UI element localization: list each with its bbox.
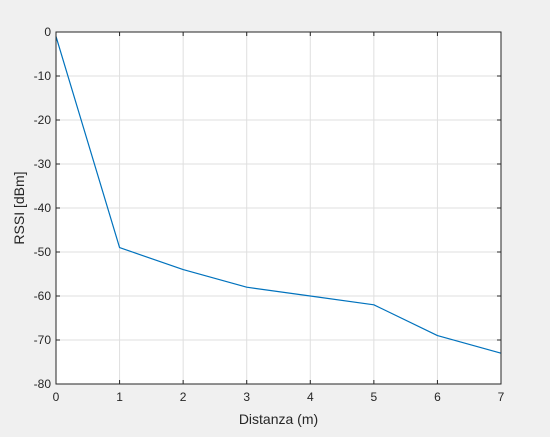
x-axis-label: Distanza (m) (239, 411, 318, 427)
y-tick-label: -40 (34, 201, 52, 215)
y-tick-label: -80 (34, 377, 52, 391)
y-tick-label: -30 (34, 157, 52, 171)
series-line (55, 36, 502, 354)
x-tick-label: 3 (243, 390, 250, 404)
x-tick-label: 1 (116, 390, 123, 404)
y-tick-label: -50 (34, 245, 52, 259)
y-tick-label: -20 (34, 113, 52, 127)
series-layer (55, 36, 502, 354)
ticks: 0 1 2 3 4 5 6 7 0 -10 -20 -30 -40 -50 -60 -70 -80 (34, 25, 505, 404)
x-tick-label: 4 (307, 390, 314, 404)
x-tick-label: 5 (371, 390, 378, 404)
x-tick-label: 7 (498, 390, 505, 404)
y-tick-label: -60 (34, 289, 52, 303)
y-axis-label: RSSI [dBm] (11, 171, 27, 244)
y-tick-label: -10 (34, 69, 52, 83)
x-tick-label: 6 (434, 390, 441, 404)
y-tick-label: 0 (44, 25, 51, 39)
y-tick-label: -70 (34, 333, 52, 347)
x-tick-label: 2 (180, 390, 187, 404)
x-tick-label: 0 (53, 390, 60, 404)
